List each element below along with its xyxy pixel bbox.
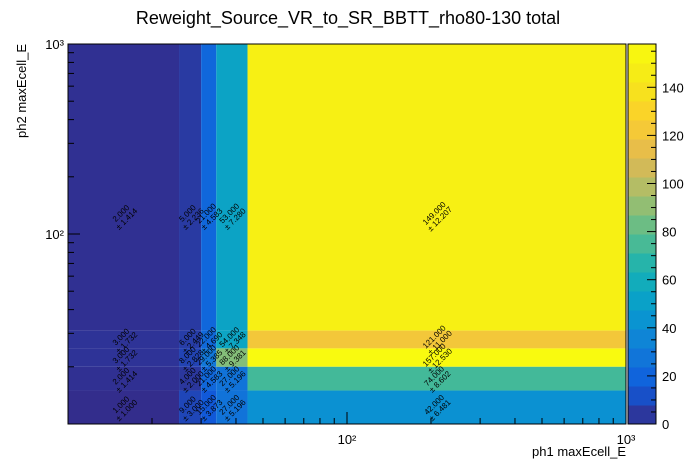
colorbar-segment — [628, 291, 656, 311]
colorbar-segment — [628, 215, 656, 235]
colorbar-segment — [628, 348, 656, 368]
heatmap-cell — [247, 44, 626, 331]
heatmap-cell — [201, 348, 217, 367]
colorbar-tick-label: 0 — [662, 417, 669, 432]
heatmap-cell — [68, 390, 180, 424]
heatmap-cell — [179, 330, 202, 349]
heatmap-cell — [216, 44, 248, 331]
colorbar-segment — [628, 44, 656, 64]
y-tick-label: 10² — [45, 227, 64, 242]
axes-ticks: 10² 10² 10³ 10³ — [45, 37, 636, 447]
heatmap-cell — [216, 330, 248, 349]
colorbar-segment — [628, 386, 656, 406]
heatmap-cells — [68, 44, 626, 424]
colorbar-segment — [628, 329, 656, 349]
colorbar-segment — [628, 234, 656, 254]
heatmap-cell — [68, 348, 180, 367]
colorbar-segment — [628, 367, 656, 387]
x-tick-label: 10² — [338, 432, 357, 447]
heatmap-cell — [179, 366, 202, 391]
heatmap-cell — [216, 390, 248, 424]
heatmap-cell — [179, 44, 202, 331]
heatmap-cell — [247, 366, 626, 391]
heatmap-cell — [216, 348, 248, 367]
colorbar-segment — [628, 120, 656, 140]
heatmap-cell — [201, 366, 217, 391]
colorbar-tick-label: 80 — [662, 225, 676, 240]
colorbar-frame — [627, 43, 657, 425]
colorbar-segment — [628, 196, 656, 216]
heatmap-cell — [201, 330, 217, 349]
colorbar-tick-label: 60 — [662, 273, 676, 288]
colorbar-segment — [628, 82, 656, 102]
heatmap-cell — [68, 366, 180, 391]
heatmap-cell — [201, 390, 217, 424]
y-axis-label: ph2 maxEcell_E — [14, 44, 29, 138]
heatmap-cell — [68, 330, 180, 349]
x-tick-label: 10³ — [617, 432, 636, 447]
colorbar-segment — [628, 63, 656, 83]
colorbar-segment — [628, 253, 656, 273]
colorbar-segment — [628, 405, 656, 425]
heatmap-cell — [247, 330, 626, 349]
heatmap-cell — [179, 348, 202, 367]
colorbar-segment — [628, 310, 656, 330]
colorbar-segment — [628, 158, 656, 178]
colorbar-tick-label: 120 — [662, 128, 684, 143]
heatmap-cell — [179, 390, 202, 424]
heatmap-cell — [216, 366, 248, 391]
chart-title: Reweight_Source_VR_to_SR_BBTT_rho80-130 … — [136, 8, 560, 29]
heatmap-cell — [247, 348, 626, 367]
colorbar-segment — [628, 101, 656, 121]
colorbar-tick-label: 100 — [662, 176, 684, 191]
heatmap-cell — [68, 44, 180, 331]
heatmap-cell — [247, 390, 626, 424]
colorbar-segment — [628, 177, 656, 197]
y-tick-label: 10³ — [45, 37, 64, 52]
colorbar-tick-label: 20 — [662, 369, 676, 384]
x-axis-label: ph1 maxEcell_E — [532, 444, 626, 459]
colorbar-segment — [628, 139, 656, 159]
colorbar-tick-label: 140 — [662, 80, 684, 95]
heatmap-cell — [201, 44, 217, 331]
colorbar-segment — [628, 272, 656, 292]
colorbar: 0 20 40 60 80 100 120 140 — [627, 43, 684, 432]
colorbar-tick-label: 40 — [662, 321, 676, 336]
